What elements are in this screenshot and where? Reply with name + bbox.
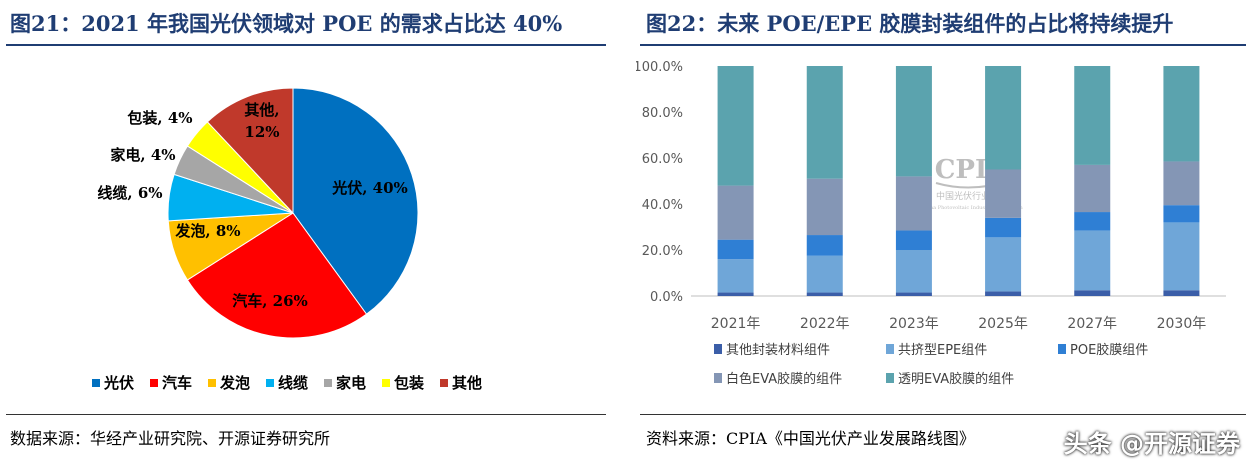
bar-segment-5-2 (1163, 205, 1200, 223)
left-source-rule (6, 414, 606, 415)
pie-legend-label-5: 包装 (394, 374, 425, 392)
bar-segment-4-0 (1074, 290, 1111, 296)
right-source-rule (640, 414, 1246, 415)
x-tick-label-5: 2030年 (1157, 316, 1207, 332)
x-tick-label-1: 2022年 (800, 316, 850, 332)
left-title-rule (6, 44, 606, 46)
left-figure-title: 图21：2021 年我国光伏领域对 POE 的需求占比达 40% (10, 11, 563, 36)
x-tick-label-3: 2025年 (978, 316, 1028, 332)
bar-legend-label-2: POE胶膜组件 (1070, 342, 1148, 358)
cpia-logo-en: China Photovoltaic Industry Association (921, 205, 1023, 211)
right-figure-panel: 图22：未来 POE/EPE 胶膜封装组件的占比将持续提升 CPIA 中国光伏行… (636, 0, 1254, 468)
pie-label-6: 其他, (244, 101, 279, 119)
x-tick-label-2: 2023年 (889, 316, 939, 332)
bar-segment-3-4 (985, 66, 1022, 170)
bar-segment-2-2 (895, 230, 932, 250)
bar-segment-4-1 (1074, 230, 1111, 291)
bar-segment-0-0 (717, 292, 754, 296)
pie-label-3: 线缆, 6% (97, 184, 162, 202)
bar-segment-1-0 (806, 292, 843, 296)
y-tick-label-1: 20.0% (642, 244, 683, 259)
bar-segment-0-3 (717, 185, 754, 240)
pie-legend-swatch-0 (92, 379, 100, 387)
bar-legend-swatch-0 (714, 344, 722, 354)
pie-legend-swatch-1 (150, 379, 158, 387)
pie-legend-swatch-3 (266, 379, 274, 387)
bar-segment-5-4 (1163, 66, 1200, 162)
bar-segment-5-3 (1163, 161, 1200, 206)
bar-segment-0-1 (717, 259, 754, 293)
bar-segment-5-0 (1163, 290, 1200, 296)
bar-legend-swatch-4 (886, 373, 894, 383)
bar-segment-3-0 (985, 291, 1022, 296)
pie-label-0: 光伏, 40% (331, 179, 408, 197)
pie-legend-swatch-4 (324, 379, 332, 387)
pie-legend-swatch-6 (440, 379, 448, 387)
pie-legend-label-4: 家电 (336, 374, 366, 392)
y-tick-label-3: 60.0% (642, 152, 683, 167)
bar-segment-3-3 (985, 169, 1022, 218)
right-title-rule (640, 44, 1246, 46)
right-figure-title: 图22：未来 POE/EPE 胶膜封装组件的占比将持续提升 (646, 11, 1174, 36)
bar-segment-2-3 (895, 176, 932, 231)
bar-segment-0-2 (717, 239, 754, 260)
bar-segment-1-3 (806, 178, 843, 236)
bar-segment-1-1 (806, 255, 843, 293)
pie-legend-label-6: 其他 (452, 374, 482, 392)
bar-legend-swatch-3 (714, 373, 722, 383)
y-tick-label-4: 80.0% (642, 106, 683, 121)
bar-segment-2-0 (895, 292, 932, 296)
bar-segment-3-2 (985, 217, 1022, 238)
bar-legend-label-0: 其他封装材料组件 (726, 343, 830, 358)
pie-slice-0 (292, 87, 419, 315)
stacked-bar-chart: CPIA 中国光伏行业协会 China Photovoltaic Industr… (636, 60, 1226, 387)
bar-segment-1-2 (806, 235, 843, 256)
x-tick-label-0: 2021年 (711, 316, 761, 332)
bar-segment-2-4 (895, 66, 932, 177)
bar-legend-swatch-2 (1058, 344, 1066, 354)
bar-segment-4-4 (1074, 66, 1111, 165)
bar-legend-swatch-1 (886, 344, 894, 354)
watermark-text: 头条 @开源证券 (1063, 430, 1240, 458)
y-tick-label-0: 0.0% (650, 290, 683, 305)
pie-label-2: 发泡, 8% (174, 222, 240, 240)
bar-segment-3-1 (985, 237, 1022, 292)
bar-legend-label-4: 透明EVA胶膜的组件 (898, 371, 1014, 387)
pie-label-5: 包装, 4% (127, 109, 192, 127)
pie-slice-6 (206, 87, 294, 215)
y-tick-label-5: 100.0% (636, 60, 683, 75)
pie-slice-1 (186, 212, 368, 339)
pie-legend-label-3: 线缆 (278, 374, 308, 392)
bar-segment-0-4 (717, 66, 754, 186)
pie-label-4: 家电, 4% (110, 146, 175, 164)
pie-legend-label-2: 发泡 (219, 374, 250, 392)
pie-legend-label-0: 光伏 (103, 374, 134, 392)
pie-label-1: 汽车, 26% (232, 292, 308, 310)
pie-chart: 光伏, 40% 汽车, 26% 发泡, 8% 线缆, 6% 家电, 4% 包装, 4% 其他… (92, 87, 482, 392)
pie-legend-swatch-2 (208, 379, 216, 387)
left-source-text: 数据来源：华经产业研究院、开源证券研究所 (10, 429, 331, 448)
pie-legend-swatch-5 (382, 379, 390, 387)
left-figure-panel: 图21：2021 年我国光伏领域对 POE 的需求占比达 40% 光伏, 40%… (0, 0, 612, 468)
pie-label-6-value: 12% (244, 123, 279, 141)
bar-segment-1-4 (806, 66, 843, 179)
bar-segment-4-2 (1074, 212, 1111, 231)
y-tick-label-2: 40.0% (642, 198, 683, 213)
x-tick-label-4: 2027年 (1067, 316, 1117, 332)
bar-segment-4-3 (1074, 164, 1111, 213)
bar-segment-2-1 (895, 250, 932, 293)
bar-legend-label-1: 共挤型EPE组件 (898, 343, 987, 358)
bar-legend-label-3: 白色EVA胶膜的组件 (726, 371, 842, 387)
bar-segment-5-1 (1163, 222, 1200, 291)
pie-legend-label-1: 汽车 (162, 374, 192, 392)
right-source-text: 资料来源：CPIA《中国光伏产业发展路线图》 (646, 429, 975, 448)
